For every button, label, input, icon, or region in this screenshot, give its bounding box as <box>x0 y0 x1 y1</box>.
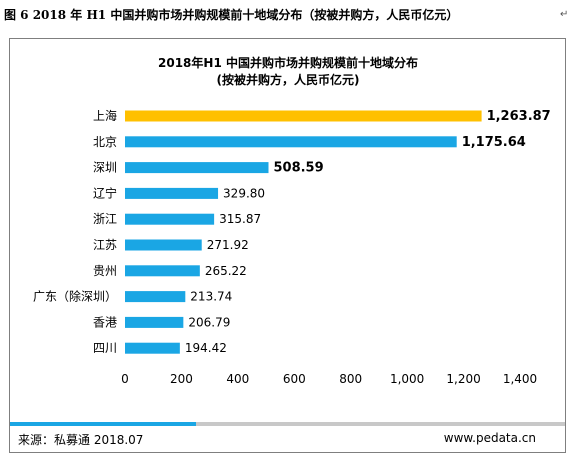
chart-subtitle: (按被并购方，人民币亿元) <box>216 73 360 87</box>
figure-caption: 图 6 2018 年 H1 中国并购市场并购规模前十地域分布（按被并购方，人民币… <box>4 8 459 22</box>
paragraph-mark: ↵ <box>560 9 569 20</box>
footer-website: www.pedata.cn <box>443 431 536 445</box>
footer-source: 来源：私募通 2018.07 <box>18 433 144 447</box>
chart-title: 2018年H1 中国并购市场并购规模前十地域分布 <box>158 56 418 70</box>
chart-frame <box>9 38 566 453</box>
footer-accent <box>10 422 196 426</box>
footer-divider <box>10 422 565 426</box>
